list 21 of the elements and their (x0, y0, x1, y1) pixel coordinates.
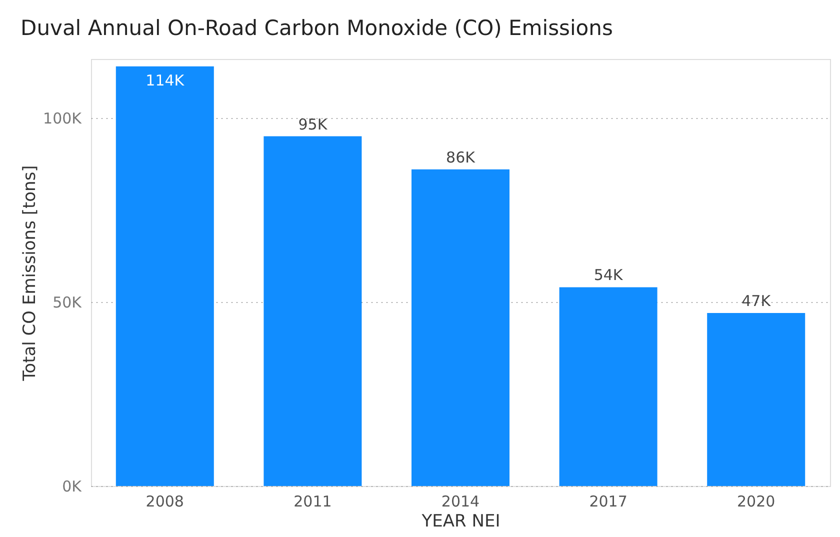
y-tick-label: 100K (43, 109, 83, 128)
bar (412, 169, 510, 486)
bar (264, 136, 362, 486)
y-tick-label: 50K (52, 293, 83, 312)
data-label: 95K (298, 115, 328, 134)
x-tick-label: 2011 (294, 492, 332, 510)
y-tick-label: 0K (62, 478, 83, 496)
bar (559, 287, 658, 486)
data-label: 114K (146, 71, 186, 90)
x-tick-label: 2014 (441, 492, 480, 510)
data-label: 47K (742, 292, 772, 310)
x-tick-label: 2017 (589, 492, 628, 510)
x-tick-label: 2008 (146, 492, 184, 510)
data-label: 54K (594, 266, 624, 284)
data-label: 86K (446, 148, 476, 166)
x-axis-title: YEAR NEI (420, 512, 500, 532)
bar (707, 312, 806, 486)
y-axis-title: Total CO Emissions [tons] (20, 165, 40, 382)
x-tick-label: 2020 (737, 492, 776, 510)
bar (116, 66, 214, 486)
chart-title: Duval Annual On-Road Carbon Monoxide (CO) Emissions (20, 16, 613, 40)
